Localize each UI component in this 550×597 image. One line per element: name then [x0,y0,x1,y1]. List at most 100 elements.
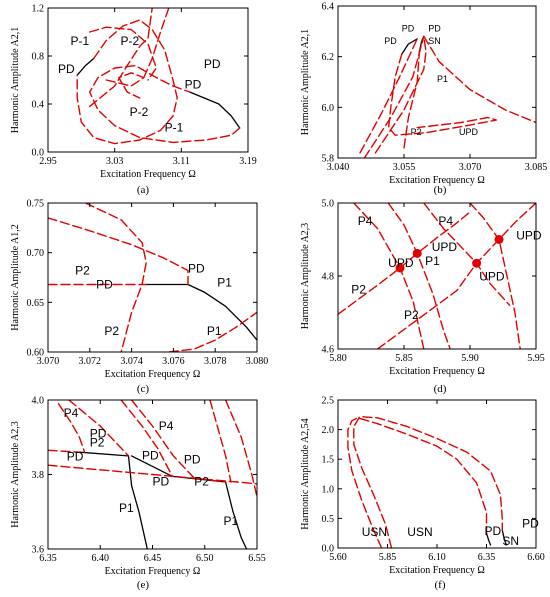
unstable-branch-5 [168,311,257,352]
series-group [347,415,507,548]
curve-label: P2 [411,127,422,137]
y-axis-label: Harmonic Amplitude A1,2 [10,224,21,330]
curve-label: PD [96,277,113,291]
curve-label: P2 [351,283,366,297]
y-tick-label: 1.0 [322,484,335,495]
y-axis-label: Harmonic Amplitude A2,3 [10,421,21,527]
curve-label: PD [90,426,107,440]
curve-label: P2 [90,436,105,450]
curve-label: UPD [459,127,479,137]
curve-label: UPD [388,256,414,270]
curve-label: P1 [425,254,440,268]
x-axis-label: Excitation Frequency Ω [389,175,485,186]
y-tick-label: 0.70 [27,248,45,259]
y-tick-label: 2.5 [322,396,335,407]
x-axis-label: Excitation Frequency Ω [105,566,201,577]
unstable-branch-7 [374,35,427,154]
unstable-branch-6 [403,50,421,149]
bifurcation-point-2 [472,258,482,268]
curve-label: P1 [217,275,232,289]
unstable-branch-4 [359,38,418,154]
curve-label: P4 [438,214,453,228]
y-axis-label: Harmonic Amplitude A2,1 [300,29,311,135]
unstable-branch-6 [48,464,257,485]
curve-label: SN [502,534,519,548]
curve-label: P4 [64,406,79,420]
plot-frame [47,7,249,153]
x-tick-label: 3.19 [239,156,257,167]
stable-branch-4 [224,481,248,549]
y-axis-label: Harmonic Amplitude A2,54 [300,418,311,529]
x-axis-label: Excitation Frequency Ω [100,169,196,180]
curve-label: P4 [159,419,174,433]
x-tick-label: 5.80 [329,353,347,364]
x-tick-label: 3.070 [37,356,60,367]
x-tick-label: 6.60 [527,552,545,563]
chart-panel-a: 2.95 3.03 3.11 3.19 0.0 0.4 0.8 1.2 Excitation F… [10,4,257,197]
unstable-branch-2 [423,35,536,124]
y-tick-label: 5.8 [322,154,335,165]
x-tick-label: 3.055 [393,162,416,173]
unstable-branch-3 [89,64,241,144]
panel-caption: (a) [137,184,150,196]
series-group [48,400,257,549]
curve-label: P-1 [71,34,90,48]
curve-label: P-2 [121,34,140,48]
stable-branch-2 [130,455,174,478]
curve-label: USN [362,525,387,539]
unstable-branch-9 [120,400,174,478]
x-tick-label: 3.03 [106,156,124,167]
y-axis-label: Harmonic Amplitude A2,3 [300,223,311,329]
y-axis-label: Harmonic Amplitude A2,1 [10,27,21,133]
y-tick-label: 6.4 [322,2,335,13]
unstable-branch-12 [224,400,257,498]
unstable-branch-4 [89,8,153,108]
y-tick-label: 0.0 [32,148,45,159]
stable-branch-0 [78,451,130,457]
unstable-branch-11 [209,400,232,483]
plot-frame [337,5,537,159]
stable-branch-1 [189,91,241,129]
curve-label: P-2 [130,105,149,119]
series-group [359,35,536,158]
curve-label: PD [428,23,441,33]
curve-label: UPD [516,229,542,243]
unstable-branch-3 [376,203,536,349]
curve-label: UPD [479,270,505,284]
curve-label: P2 [194,475,209,489]
unstable-branch-2 [347,417,488,548]
y-tick-label: 0.60 [27,348,45,359]
panel-caption: (d) [434,383,447,395]
panel-caption: (f) [435,579,446,591]
curve-label: P2 [404,308,419,322]
y-tick-label: 3.6 [32,545,45,556]
curve-label: PD [402,23,415,33]
curve-label: USN [407,525,432,539]
x-tick-label: 6.10 [428,552,446,563]
x-tick-label: 5.85 [379,552,397,563]
y-tick-label: 4.0 [32,396,45,407]
x-tick-label: 5.95 [527,353,545,364]
bifurcation-point-0 [395,263,405,273]
chart-panel-f: 5.60 5.85 6.10 6.35 6.60 0.0 0.5 1.0 1.5 2.0 2.5 Ex… [300,396,545,592]
x-tick-label: 6.35 [478,552,496,563]
x-tick-label: 6.40 [92,553,110,564]
curve-label: PD [142,449,159,463]
x-tick-label: 3.072 [79,356,102,367]
curve-label: P1 [224,514,239,528]
x-tick-label: 3.070 [459,162,482,173]
x-tick-label: 3.074 [120,356,143,367]
curve-label: PD [188,262,205,276]
bifurcation-point-1 [412,248,422,258]
y-tick-label: 6.2 [322,52,335,63]
chart-panel-c: 3.070 3.072 3.074 3.076 3.078 3.080 0.60 0.65 0.… [10,199,268,396]
y-tick-label: 1.2 [32,4,45,15]
curve-label: P4 [358,214,373,228]
x-tick-label: 3.085 [525,162,548,173]
x-tick-label: 3.11 [173,156,190,167]
series-group [48,203,257,352]
y-tick-label: 2.0 [322,425,335,436]
panel-caption: (e) [137,579,150,591]
series-group [76,8,241,145]
stable-branch-0 [401,38,418,55]
